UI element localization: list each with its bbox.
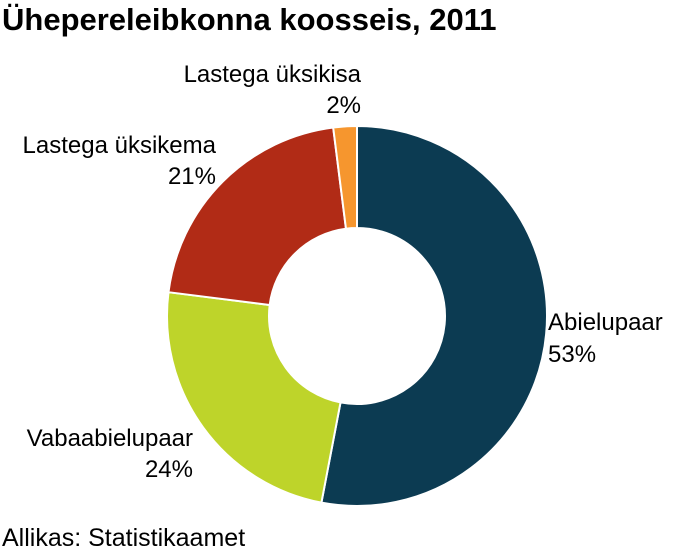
slice-value-abielupaar: 53% xyxy=(548,341,596,368)
slice-label-vabaabielupaar: Vabaabielupaar xyxy=(27,425,193,452)
slice-value-vabaabielupaar: 24% xyxy=(145,456,193,483)
slice-label-abielupaar: Abielupaar xyxy=(548,309,663,336)
slice-value-lastega-uksikisa: 2% xyxy=(326,92,361,119)
slice-vabaabielupaar xyxy=(166,291,342,504)
slice-lastega-ksikisa xyxy=(332,124,358,230)
source-note: Allikas: Statistikaamet xyxy=(2,524,246,552)
slice-abielupaar xyxy=(320,124,548,507)
slice-label-lastega-uksikisa: Lastega üksikisa xyxy=(184,61,362,88)
slice-lastega-ksikema xyxy=(167,126,348,307)
chart-title: Ühepereleibkonna koosseis, 2011 xyxy=(2,2,497,37)
slice-value-lastega-uksikema: 21% xyxy=(168,163,216,190)
slice-label-lastega-uksikema: Lastega üksikema xyxy=(23,132,217,159)
